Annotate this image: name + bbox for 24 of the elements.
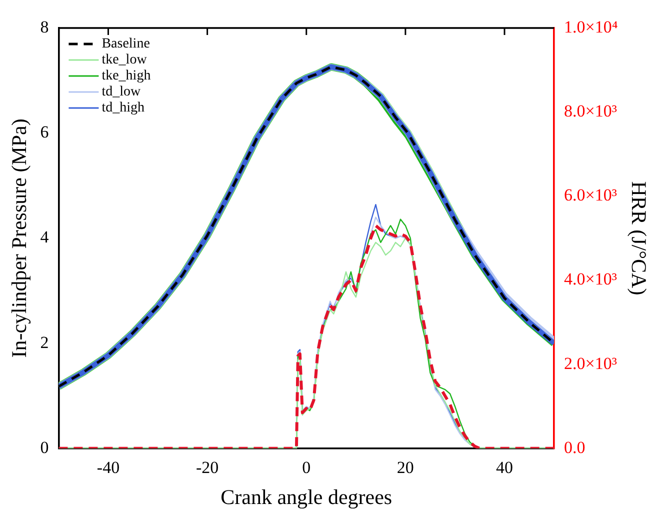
legend-label: tke_low [102,52,148,68]
legend-label: td_high [102,100,144,116]
legend-label: td_low [102,84,142,100]
y2-tick-label: 1.0×10⁴ [564,17,618,36]
y2-tick-label: 0.0 [564,438,586,457]
y-tick-label: 6 [40,122,49,142]
y-tick-label: 0 [40,438,49,457]
x-tick-label: 0 [302,458,311,478]
y-tick-label: 4 [40,228,50,247]
legend-label: tke_high [102,68,151,84]
x-tick-label: -40 [96,458,120,478]
legend-label: Baseline [102,36,150,52]
y2-tick-label: 8.0×10³ [564,102,617,121]
y-tick-label: 2 [40,332,49,352]
x-tick-label: 40 [496,458,513,478]
y2-axis-title: HRR (J/°CA) [626,181,651,296]
y-axis-title: In-cylindper Pressure (MPa) [7,118,32,358]
y-tick-label: 8 [40,17,49,36]
x-axis-title: Crank angle degrees [220,484,392,509]
x-tick-label: 20 [396,458,414,478]
y2-tick-label: 6.0×10³ [564,186,617,205]
y2-tick-label: 2.0×10³ [564,354,617,373]
x-tick-label: -20 [196,458,219,478]
y2-tick-label: 4.0×10³ [564,270,617,289]
